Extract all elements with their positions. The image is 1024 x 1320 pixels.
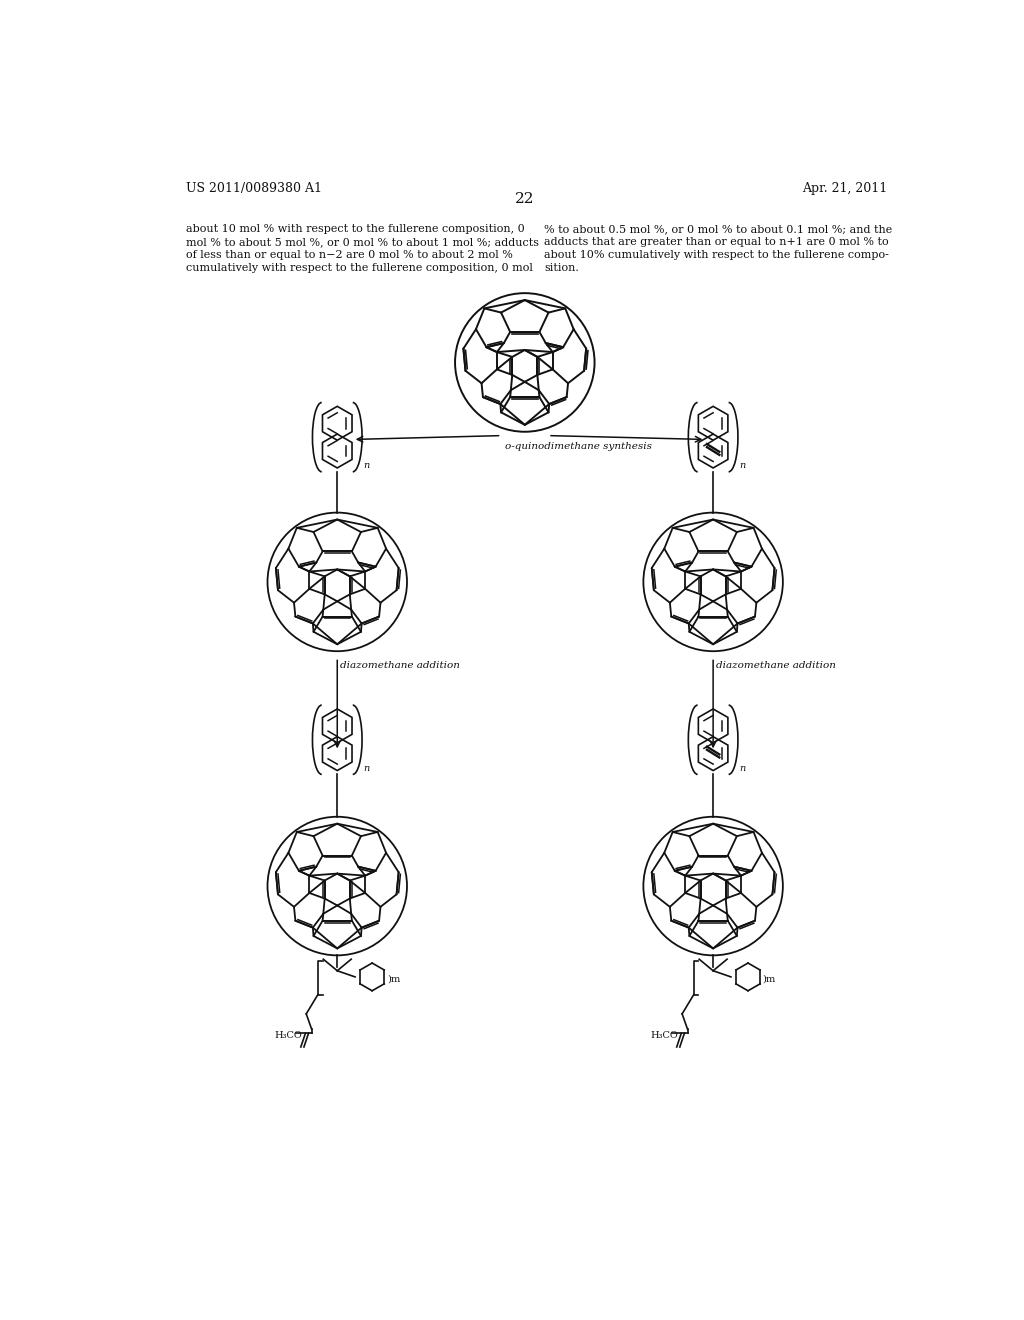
Text: )m: )m — [387, 974, 400, 983]
Text: H₃CO: H₃CO — [650, 1031, 678, 1040]
Text: % to about 0.5 mol %, or 0 mol % to about 0.1 mol %; and the
adducts that are gr: % to about 0.5 mol %, or 0 mol % to abou… — [544, 224, 893, 273]
Text: US 2011/0089380 A1: US 2011/0089380 A1 — [186, 182, 323, 195]
Text: diazomethane addition: diazomethane addition — [340, 661, 460, 671]
Text: o-quinodimethane synthesis: o-quinodimethane synthesis — [506, 442, 652, 451]
Text: n: n — [364, 461, 370, 470]
Text: n: n — [364, 763, 370, 772]
Text: Apr. 21, 2011: Apr. 21, 2011 — [802, 182, 888, 195]
Text: about 10 mol % with respect to the fullerene composition, 0
mol % to about 5 mol: about 10 mol % with respect to the fulle… — [186, 224, 539, 273]
Text: diazomethane addition: diazomethane addition — [716, 661, 837, 671]
Text: )m: )m — [763, 974, 776, 983]
Text: H₃CO: H₃CO — [274, 1031, 302, 1040]
Text: 22: 22 — [515, 193, 535, 206]
Text: n: n — [739, 461, 745, 470]
Text: n: n — [739, 763, 745, 772]
